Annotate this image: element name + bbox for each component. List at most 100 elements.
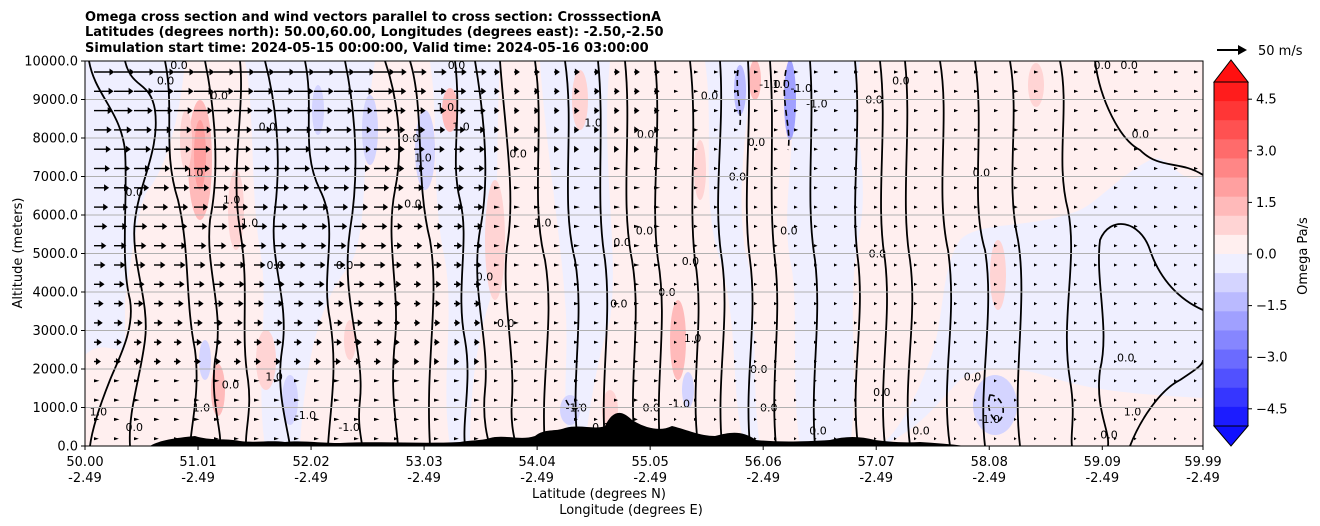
wind-vector [414,165,425,172]
wind-vector [834,109,839,113]
wind-vector [814,282,818,286]
wind-vector [1034,263,1038,267]
wind-vector [154,358,161,365]
contour-label: 0.0 [873,386,891,399]
wind-vector [614,302,619,306]
wind-vector [294,87,314,95]
contour-label-text: 0.0 [780,224,798,237]
wind-vector [1114,205,1118,209]
wind-vector [474,280,482,288]
wind-vector [674,244,678,248]
wind-vector [1194,186,1198,190]
wind-vector [214,300,224,308]
x-tick-label-lat: 52.02 [292,455,329,470]
x-tick-label-lon: -2.49 [520,471,554,486]
wind-vector [1134,359,1137,364]
wind-vector [434,437,439,441]
wind-vector [494,398,498,402]
wind-vector [294,242,307,250]
wind-vector [914,263,918,267]
wind-vector [574,302,579,306]
wind-vector [894,282,898,286]
wind-vector [574,244,580,248]
contour-label-text: 1.0 [584,117,602,130]
wind-vector [134,203,149,211]
contour-label-text: 0.0 [869,248,887,261]
wind-vector [714,70,719,74]
wind-vector [294,417,300,421]
wind-vector [174,184,190,192]
wind-vector [154,87,174,95]
wind-vector [534,68,540,76]
wind-vector [714,205,718,209]
colorbar-segment [1214,254,1248,274]
wind-vector [834,244,838,248]
wind-vector [614,244,620,248]
wind-vector [1174,379,1177,383]
wind-vector [1074,437,1077,441]
wind-vector [874,128,879,132]
wind-vector [1054,205,1058,209]
wind-vector [1034,437,1037,441]
wind-vector [754,186,758,190]
wind-vector [314,203,329,211]
wind-vector [174,300,184,308]
wind-vector [1094,186,1098,190]
wind-vector [414,107,426,115]
wind-vector [1174,302,1178,306]
wind-vector [1134,147,1139,151]
wind-vector [774,224,778,228]
wind-vector [154,203,169,211]
contour-label-text: 0.0 [637,128,655,141]
contour-label-text: 0.0 [610,298,628,311]
wind-vector [1114,224,1118,228]
wind-vector [1034,89,1039,93]
wind-vector [634,224,640,228]
wind-vector [974,147,979,151]
wind-vector [814,417,817,421]
wind-vector [314,68,335,76]
terrain [150,412,965,446]
wind-vector [234,319,243,327]
wind-vector [354,222,368,230]
wind-vector [914,128,919,132]
wind-vector [174,417,180,421]
wind-vector [974,89,979,93]
wind-vector [1134,186,1138,190]
contour-label: 0.0 [125,421,143,434]
wind-vector [394,107,406,115]
wind-vector [114,203,129,211]
wind-vector [374,184,390,192]
quiver-key-label: 50 m/s [1258,44,1303,59]
wind-vector [854,282,858,286]
wind-vector [474,242,483,250]
y-tick-label: 4000.0 [33,286,79,301]
wind-vector [1194,340,1198,344]
wind-vector [274,358,281,365]
wind-vector [1134,109,1139,113]
wind-vector [1174,282,1178,286]
wind-vector [634,166,641,171]
wind-vector [314,165,330,172]
colorbar-tick-label: 1.5 [1256,196,1277,211]
wind-vector [194,319,203,327]
wind-vector [494,126,500,134]
wind-vector [1034,224,1038,228]
wind-vector [334,437,339,441]
wind-vector [554,166,561,171]
wind-vector [554,302,559,306]
contour-label: 0.0 [964,371,982,384]
x-tick-label-lat: 55.05 [632,455,669,470]
wind-vector [1134,437,1137,441]
wind-vector [494,87,500,95]
wind-vector [614,186,621,190]
wind-vector [454,242,463,250]
wind-vector [474,319,481,327]
wind-vector [434,338,440,346]
wind-vector [794,224,798,228]
wind-vector [494,417,498,421]
x-tick-label-lat: 59.09 [1084,455,1121,470]
contour-label-text: -1.0 [791,82,812,95]
wind-vector [614,379,619,383]
wind-vector [514,437,518,441]
